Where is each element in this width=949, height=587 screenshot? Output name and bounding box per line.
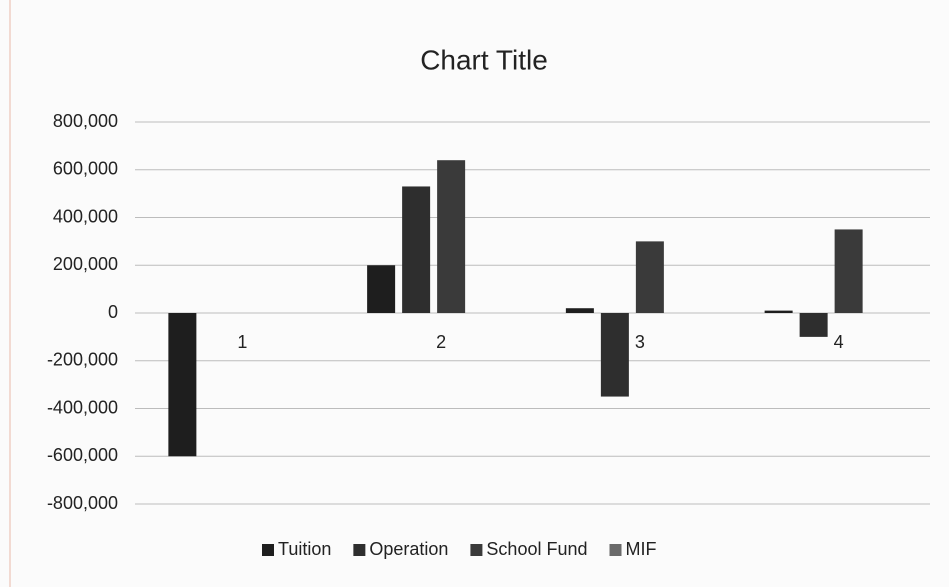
y-tick-label: 0 <box>108 302 118 322</box>
bar <box>402 186 431 313</box>
legend-swatch <box>470 544 483 556</box>
y-tick-label: -600,000 <box>47 445 118 465</box>
y-tick-label: 400,000 <box>53 206 118 226</box>
bar <box>600 313 629 397</box>
bar <box>565 308 594 313</box>
x-tick-label: 3 <box>635 332 645 352</box>
y-tick-label: 800,000 <box>53 111 118 131</box>
legend-swatch <box>609 544 622 556</box>
bar <box>168 313 197 457</box>
x-tick-label: 1 <box>237 332 247 352</box>
legend-label: MIF <box>626 539 657 559</box>
bar <box>437 160 466 313</box>
bar <box>635 241 664 313</box>
x-tick-label: 4 <box>834 332 844 352</box>
bar <box>799 313 828 337</box>
bar <box>764 310 793 313</box>
y-tick-label: 600,000 <box>53 159 118 179</box>
x-tick-label: 2 <box>436 332 446 352</box>
y-tick-label: -400,000 <box>47 397 118 417</box>
legend-swatch <box>262 544 274 556</box>
bar <box>367 265 396 313</box>
y-tick-label: -200,000 <box>47 350 118 370</box>
legend-label: Operation <box>369 539 448 559</box>
y-tick-label: 200,000 <box>53 254 118 274</box>
bar <box>834 229 863 313</box>
legend-swatch <box>353 544 366 556</box>
y-tick-label: -800,000 <box>47 493 118 513</box>
chart-title: Chart Title <box>420 44 548 75</box>
legend-label: School Fund <box>486 539 587 559</box>
legend-label: Tuition <box>278 539 331 559</box>
